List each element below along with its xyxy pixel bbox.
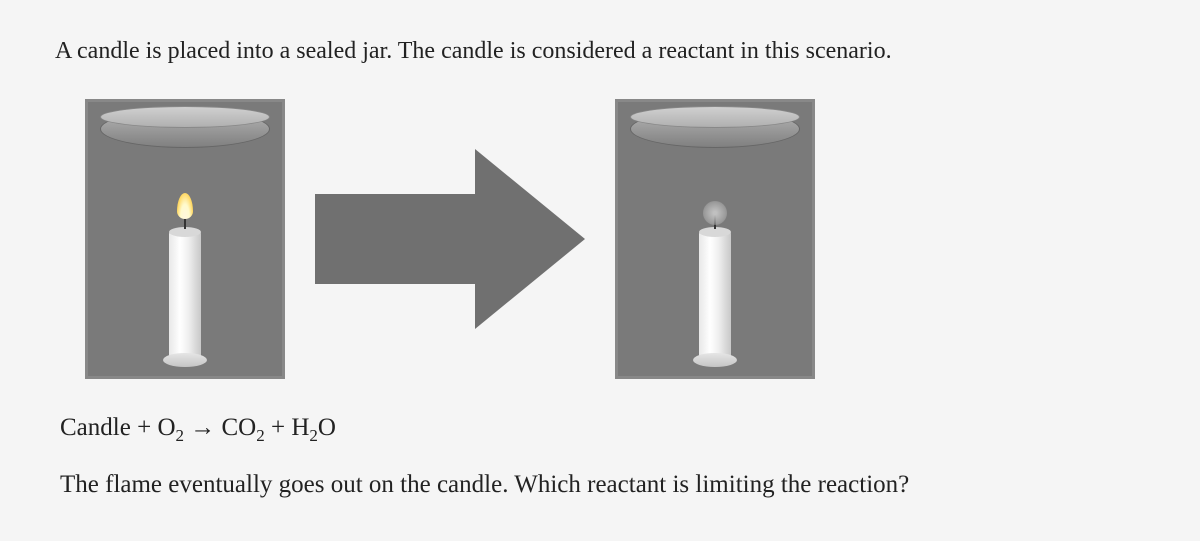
subscript-2: 2 — [309, 426, 318, 445]
arrow-icon — [315, 149, 585, 329]
plus-sign: + — [265, 414, 292, 441]
product-h2o-o: O — [318, 414, 336, 441]
jar-lid-top-icon — [630, 106, 800, 128]
candle-lit-icon — [169, 231, 201, 361]
final-question: The flame eventually goes out on the can… — [60, 471, 1145, 499]
arrow-symbol: → — [184, 414, 222, 441]
plus-sign: + — [131, 414, 158, 441]
question-intro: A candle is placed into a sealed jar. Th… — [55, 35, 1145, 69]
candle-base-icon — [693, 353, 737, 367]
arrow-shaft-icon — [315, 194, 475, 284]
reactant-oxygen: O — [157, 414, 175, 441]
jar-after-panel — [615, 99, 815, 379]
diagram-container — [85, 99, 1145, 379]
jar-lid-top-icon — [100, 106, 270, 128]
subscript-2: 2 — [256, 426, 265, 445]
arrow-head-icon — [475, 149, 585, 329]
candle-extinguished-icon — [699, 231, 731, 361]
jar-before-panel — [85, 99, 285, 379]
product-h2o-h: H — [291, 414, 309, 441]
flame-icon — [177, 193, 193, 219]
chemical-equation: Candle + O2 → CO2 + H2O — [60, 414, 1145, 446]
reactant-candle: Candle — [60, 414, 131, 441]
subscript-2: 2 — [176, 426, 185, 445]
candle-base-icon — [163, 353, 207, 367]
smoke-icon — [703, 201, 727, 225]
product-co2: CO — [222, 414, 257, 441]
